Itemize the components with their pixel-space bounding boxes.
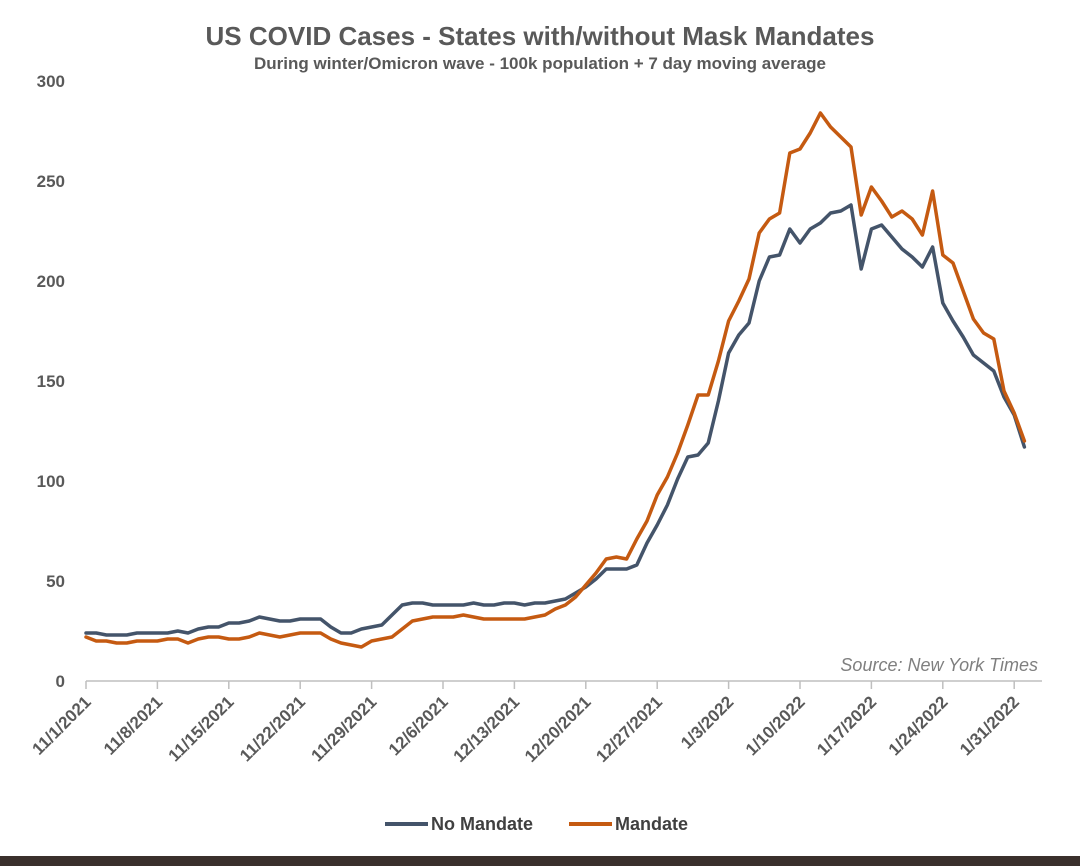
chart-subtitle: During winter/Omicron wave - 100k popula… bbox=[254, 54, 826, 73]
x-tick-label: 1/10/2022 bbox=[742, 692, 809, 759]
x-tick-label: 11/22/2021 bbox=[236, 692, 309, 765]
legend: No Mandate Mandate bbox=[385, 814, 688, 834]
x-tick-label: 11/8/2021 bbox=[100, 692, 166, 758]
x-tick-label: 1/24/2022 bbox=[885, 692, 952, 759]
y-tick-label: 200 bbox=[37, 272, 65, 291]
series-line-mandate bbox=[84, 111, 1027, 649]
chart-title: US COVID Cases - States with/without Mas… bbox=[206, 21, 875, 51]
x-tick-label: 1/17/2022 bbox=[813, 692, 880, 759]
x-axis: 11/1/2021 11/8/202111/15/202111/22/202111… bbox=[29, 681, 1023, 766]
series-line-no-mandate bbox=[84, 203, 1027, 637]
y-tick-label: 150 bbox=[37, 372, 65, 391]
legend-label-mandate: Mandate bbox=[615, 814, 688, 834]
x-tick-label: 1/31/2022 bbox=[956, 692, 1023, 759]
x-tick-label: 11/1/2021 bbox=[29, 692, 95, 758]
x-tick-label: 11/29/2021 bbox=[307, 692, 380, 765]
series-lines bbox=[84, 111, 1027, 649]
x-tick-label: 12/20/2021 bbox=[521, 692, 595, 766]
legend-label-no-mandate: No Mandate bbox=[431, 814, 533, 834]
x-tick-label: 1/3/2022 bbox=[677, 692, 737, 752]
y-tick-label: 0 bbox=[56, 672, 65, 691]
y-tick-label: 100 bbox=[37, 472, 65, 491]
y-axis: 0 50 100 150 200 250 300 bbox=[37, 72, 65, 691]
x-tick-label: 12/13/2021 bbox=[450, 692, 524, 766]
x-tick-label: 11/15/2021 bbox=[165, 692, 238, 765]
y-tick-label: 50 bbox=[46, 572, 65, 591]
y-tick-label: 250 bbox=[37, 172, 65, 191]
x-tick-label: 12/27/2021 bbox=[592, 692, 666, 766]
x-tick-label: 12/6/2021 bbox=[385, 692, 452, 759]
source-note: Source: New York Times bbox=[840, 655, 1038, 675]
y-tick-label: 300 bbox=[37, 72, 65, 91]
